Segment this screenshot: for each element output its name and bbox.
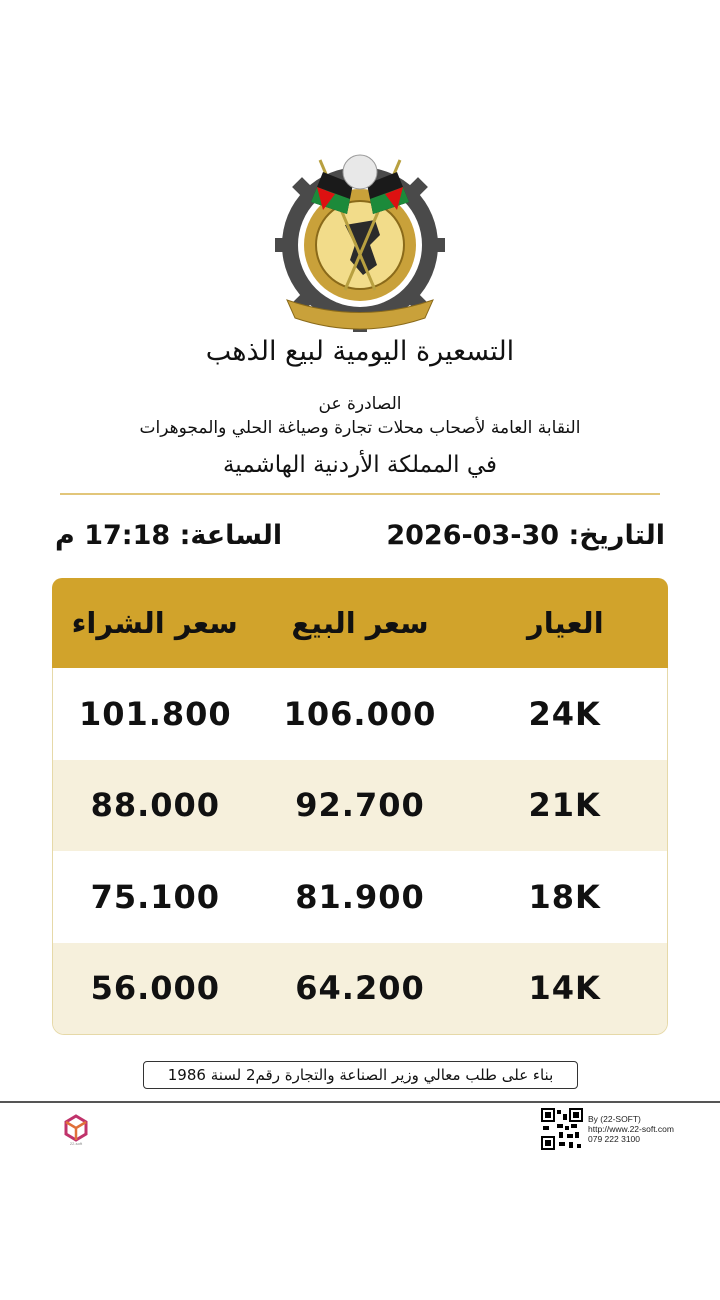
sell-price-cell: 106.000 <box>283 694 437 733</box>
divider <box>60 493 660 495</box>
table-header: العيار سعر البيع سعر الشراء <box>52 578 668 668</box>
table-row: 24K 106.000 101.800 <box>53 668 667 760</box>
date-time-bar: التاريخ: 30-03-2026 الساعة: 17:18 م <box>55 520 665 560</box>
table-row: 21K 92.700 88.000 <box>53 759 667 851</box>
table-row: 14K 64.200 56.000 <box>53 942 667 1034</box>
developer-website-link[interactable]: http://www.22-soft.com <box>588 1124 674 1134</box>
time-label: الساعة: <box>179 520 283 551</box>
karat-cell: 24K <box>528 694 601 733</box>
issued-by-label: الصادرة عن <box>318 394 402 414</box>
sell-price-cell: 81.900 <box>295 877 425 916</box>
buy-price-cell: 56.000 <box>90 969 221 1008</box>
22-soft-logo-icon: 22-soft <box>64 1114 88 1146</box>
karat-cell: 18K <box>528 877 601 916</box>
organization-name: النقابة العامة لأصحاب محلات تجارة وصياغة… <box>139 418 581 438</box>
column-header-sell-price: سعر البيع <box>291 606 429 640</box>
gold-price-table: العيار سعر البيع سعر الشراء 24K 106.000 … <box>52 578 668 1035</box>
buy-price-cell: 75.100 <box>90 877 221 916</box>
sell-price-cell: 92.700 <box>295 786 425 825</box>
developer-name: By (22-SOFT) <box>588 1114 641 1124</box>
date-label: التاريخ: <box>568 520 666 551</box>
buy-price-cell: 101.800 <box>78 694 232 733</box>
buy-price-cell: 88.000 <box>90 786 221 825</box>
legal-note: بناء على طلب معالي وزير الصناعة والتجارة… <box>143 1061 578 1089</box>
sell-price-cell: 64.200 <box>295 969 425 1008</box>
qr-code-icon <box>541 1108 583 1150</box>
column-header-buy-price: سعر الشراء <box>71 606 238 640</box>
svg-text:22-soft: 22-soft <box>70 1141 83 1146</box>
karat-cell: 14K <box>528 969 601 1008</box>
developer-phone: 079 222 3100 <box>588 1134 640 1144</box>
date-display: التاريخ: 30-03-2026 <box>386 520 665 551</box>
table-body: 24K 106.000 101.800 21K 92.700 88.000 18… <box>52 668 668 1035</box>
karat-cell: 21K <box>528 786 601 825</box>
time-value: 17:18 م <box>55 520 171 551</box>
time-display: الساعة: 17:18 م <box>55 520 282 551</box>
footer-divider <box>0 1101 720 1103</box>
column-header-karat: العيار <box>527 606 604 640</box>
developer-credits: By (22-SOFT) http://www.22-soft.com 079 … <box>588 1114 674 1144</box>
page-title: التسعيرة اليومية لبيع الذهب <box>205 336 515 367</box>
kingdom-name: في المملكة الأردنية الهاشمية <box>222 452 498 478</box>
jordan-flag-icon <box>311 159 409 291</box>
syndicate-emblem-logo <box>275 154 445 332</box>
table-row: 18K 81.900 75.100 <box>53 851 667 943</box>
date-value: 30-03-2026 <box>386 520 560 551</box>
